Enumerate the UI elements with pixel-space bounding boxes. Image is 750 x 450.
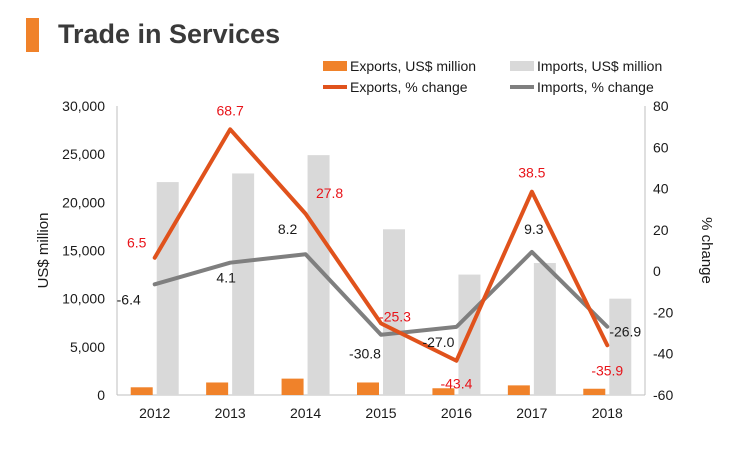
imports-change-label: 8.2 xyxy=(278,221,298,237)
left-tick-label: 15,000 xyxy=(62,243,105,259)
imports-bar xyxy=(533,263,556,395)
exports-change-label: 27.8 xyxy=(316,185,343,201)
exports-change-label: -25.3 xyxy=(379,308,411,324)
exports-bar xyxy=(130,387,153,395)
left-tick-label: 10,000 xyxy=(62,291,105,307)
exports-change-label: -35.9 xyxy=(591,362,623,378)
title-accent-bar xyxy=(26,18,39,52)
x-tick-label: 2014 xyxy=(290,405,321,421)
x-tick-label: 2017 xyxy=(516,405,547,421)
legend-swatch-exports-bar xyxy=(323,61,347,71)
exports-bar xyxy=(583,388,606,395)
imports-change-line xyxy=(152,249,610,337)
exports-bar xyxy=(432,388,455,395)
right-tick-label: -60 xyxy=(653,387,673,403)
imports-change-label: -26.9 xyxy=(609,324,641,340)
exports-bar xyxy=(206,382,229,395)
right-tick-label: 60 xyxy=(653,139,669,155)
x-tick-label: 2016 xyxy=(441,405,472,421)
left-tick-label: 25,000 xyxy=(62,146,105,162)
right-tick-label: 0 xyxy=(653,263,661,279)
x-tick-label: 2018 xyxy=(592,405,623,421)
exports-bar xyxy=(357,382,379,395)
imports-change-label: -6.4 xyxy=(117,291,141,307)
x-tick-label: 2013 xyxy=(215,405,246,421)
legend-label-imports-bar: Imports, US$ million xyxy=(537,58,662,74)
right-tick-label: 80 xyxy=(653,98,669,114)
imports-change-label: 9.3 xyxy=(524,221,544,237)
right-tick-label: 40 xyxy=(653,181,669,197)
imports-bar xyxy=(383,229,405,395)
legend-label-exports-bar: Exports, US$ million xyxy=(350,58,476,74)
exports-change-label: 6.5 xyxy=(127,235,147,251)
chart-title: Trade in Services xyxy=(58,19,281,49)
imports-change-label: -27.0 xyxy=(422,334,454,350)
imports-bar xyxy=(156,182,179,395)
imports-bar xyxy=(609,298,632,395)
left-tick-label: 30,000 xyxy=(62,98,105,114)
exports-change-label: 68.7 xyxy=(217,102,244,118)
exports-bar xyxy=(281,378,304,395)
right-tick-label: -40 xyxy=(653,346,673,362)
imports-change-label: 4.1 xyxy=(216,270,236,286)
exports-change-line xyxy=(152,127,610,363)
right-tick-label: 20 xyxy=(653,222,669,238)
exports-change-label: 38.5 xyxy=(518,165,545,181)
x-tick-label: 2015 xyxy=(365,405,396,421)
left-tick-label: 20,000 xyxy=(62,194,105,210)
legend-swatch-imports-bar xyxy=(510,61,534,71)
x-tick-label: 2012 xyxy=(139,405,170,421)
legend-label-imports-line: Imports, % change xyxy=(537,79,654,95)
exports-bar xyxy=(507,385,530,395)
imports-bar xyxy=(232,173,255,395)
right-tick-label: -20 xyxy=(653,304,673,320)
left-tick-label: 5,000 xyxy=(70,339,105,355)
legend-label-exports-line: Exports, % change xyxy=(350,79,468,95)
imports-change-label: -30.8 xyxy=(349,346,381,362)
left-axis-title: US$ million xyxy=(35,213,52,289)
exports-change-label: -43.4 xyxy=(440,376,472,392)
imports-bar xyxy=(307,155,330,395)
right-axis-title: % change xyxy=(698,217,715,284)
left-tick-label: 0 xyxy=(97,387,105,403)
